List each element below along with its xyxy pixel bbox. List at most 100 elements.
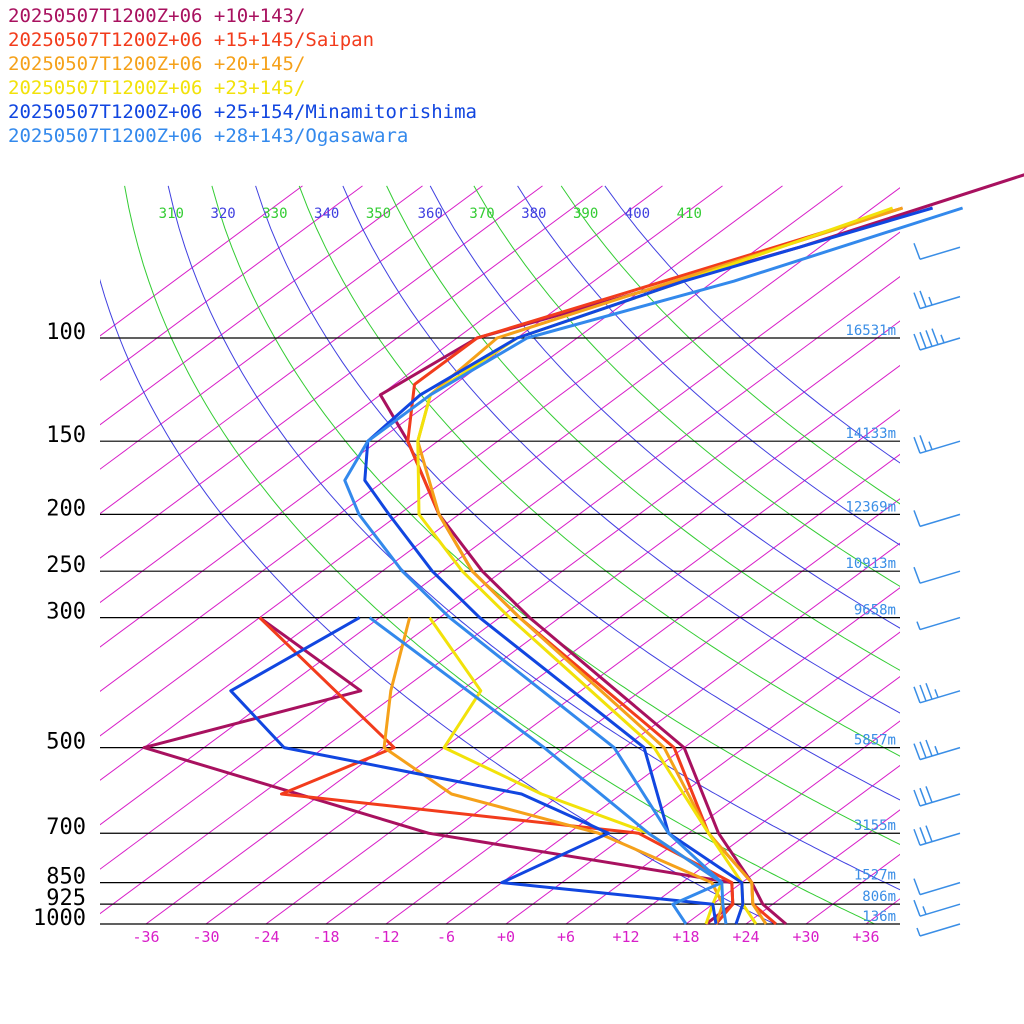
barb-flag xyxy=(913,686,921,704)
temperature-line xyxy=(416,206,904,925)
pressure-label: 500 xyxy=(46,730,86,755)
height-label: 5857m xyxy=(854,733,896,749)
dewpoint-line xyxy=(382,617,725,925)
barb-flag xyxy=(919,684,927,702)
sounding-series xyxy=(142,173,1024,926)
barb-flag xyxy=(913,292,921,309)
barb-flag xyxy=(919,290,927,308)
dry-adiabat-line xyxy=(298,185,900,757)
barb-flag xyxy=(913,828,921,846)
barb-half-flag xyxy=(916,621,921,630)
temperature-line xyxy=(363,206,934,925)
series-6 xyxy=(343,206,964,925)
isotherm-line xyxy=(100,185,603,559)
barb-staff xyxy=(919,793,961,807)
height-label: 3155m xyxy=(854,818,896,834)
barb-staff xyxy=(919,690,961,704)
isotherm-line xyxy=(145,364,900,924)
theta-label: 360 xyxy=(418,206,443,222)
isobar-grid xyxy=(100,337,900,925)
temperature-tick-label: -18 xyxy=(312,928,339,946)
barb-staff xyxy=(919,746,961,761)
theta-label: 350 xyxy=(366,206,391,222)
theta-label: 370 xyxy=(469,206,494,222)
height-label: 9658m xyxy=(854,603,896,619)
wind-barb xyxy=(913,825,961,846)
dry-adiabat-line xyxy=(255,185,900,801)
barb-staff xyxy=(919,440,961,454)
theta-label: 400 xyxy=(625,206,650,222)
theta-label: 380 xyxy=(521,206,546,222)
barb-staff xyxy=(919,570,961,584)
pressure-label: 250 xyxy=(46,553,86,578)
wind-barb xyxy=(916,616,961,631)
wind-barb xyxy=(913,682,961,704)
barb-flag xyxy=(919,827,927,844)
isotherm-line xyxy=(100,320,900,915)
isotherm-line xyxy=(505,631,900,924)
isotherm-line xyxy=(865,898,900,924)
wind-barbs xyxy=(913,242,961,937)
wind-barb xyxy=(913,786,961,807)
isotherm-line xyxy=(100,185,483,470)
barb-flag xyxy=(925,330,933,347)
dry-adiabat-line xyxy=(167,185,900,891)
isotherm-line xyxy=(100,185,783,693)
height-label: 14133m xyxy=(845,426,896,442)
isotherm-line xyxy=(100,231,900,826)
barb-staff xyxy=(919,513,961,528)
isotherm-line xyxy=(100,185,723,648)
isotherm-line xyxy=(625,720,900,924)
temperature-tick-label: +30 xyxy=(792,928,819,946)
barb-half-flag xyxy=(940,334,945,344)
barb-flag xyxy=(913,242,921,260)
pressure-label: 300 xyxy=(46,600,86,625)
height-label: 136m xyxy=(862,909,896,925)
wind-barb xyxy=(913,899,961,917)
barb-flag xyxy=(925,825,933,842)
legend-entry: 20250507T1200Z+06 +15+145/Saipan xyxy=(8,29,374,51)
temperature-tick-label: +18 xyxy=(672,928,699,946)
height-label: 10913m xyxy=(845,556,896,572)
height-label: 12369m xyxy=(845,499,896,515)
height-label: 1527m xyxy=(854,868,896,884)
dewpoint-line xyxy=(428,616,724,925)
pressure-label: 925 xyxy=(46,886,86,911)
isotherm-line xyxy=(100,185,303,337)
barb-flag xyxy=(919,741,927,759)
pressure-label: 1000 xyxy=(33,906,86,931)
dry-adiabat-line xyxy=(100,278,776,924)
dry-adiabat-line xyxy=(429,185,900,629)
barb-flag xyxy=(913,789,921,807)
pressure-label: 850 xyxy=(46,865,86,890)
wind-barb xyxy=(913,328,961,351)
barb-half-flag xyxy=(928,441,933,450)
temperature-tick-label: +6 xyxy=(557,928,575,946)
temperature-tick-label: -12 xyxy=(372,928,399,946)
series-3 xyxy=(382,206,904,925)
barb-staff xyxy=(919,903,961,917)
barb-half-flag xyxy=(916,927,921,937)
barb-flag xyxy=(913,566,921,584)
wind-barb xyxy=(913,435,961,454)
dewpoint-line xyxy=(258,616,735,925)
isotherm-line xyxy=(100,185,663,604)
theta-label: 330 xyxy=(262,206,287,222)
isotherm-line xyxy=(385,542,900,924)
barb-staff xyxy=(919,881,961,896)
barb-flag xyxy=(919,787,927,805)
barb-flag xyxy=(919,331,927,349)
wind-barb xyxy=(913,739,961,761)
theta-label: 390 xyxy=(573,206,598,222)
legend-entry: 20250507T1200Z+06 +23+145/ xyxy=(8,77,305,99)
barb-flag xyxy=(925,682,933,700)
dry-adiabat-line xyxy=(124,185,876,924)
isotherm-line xyxy=(100,187,900,781)
barb-flag xyxy=(913,899,921,917)
barb-half-flag xyxy=(922,906,927,915)
dry-adiabat-line xyxy=(342,185,900,714)
height-label: 806m xyxy=(862,889,896,905)
barb-staff xyxy=(919,246,961,260)
